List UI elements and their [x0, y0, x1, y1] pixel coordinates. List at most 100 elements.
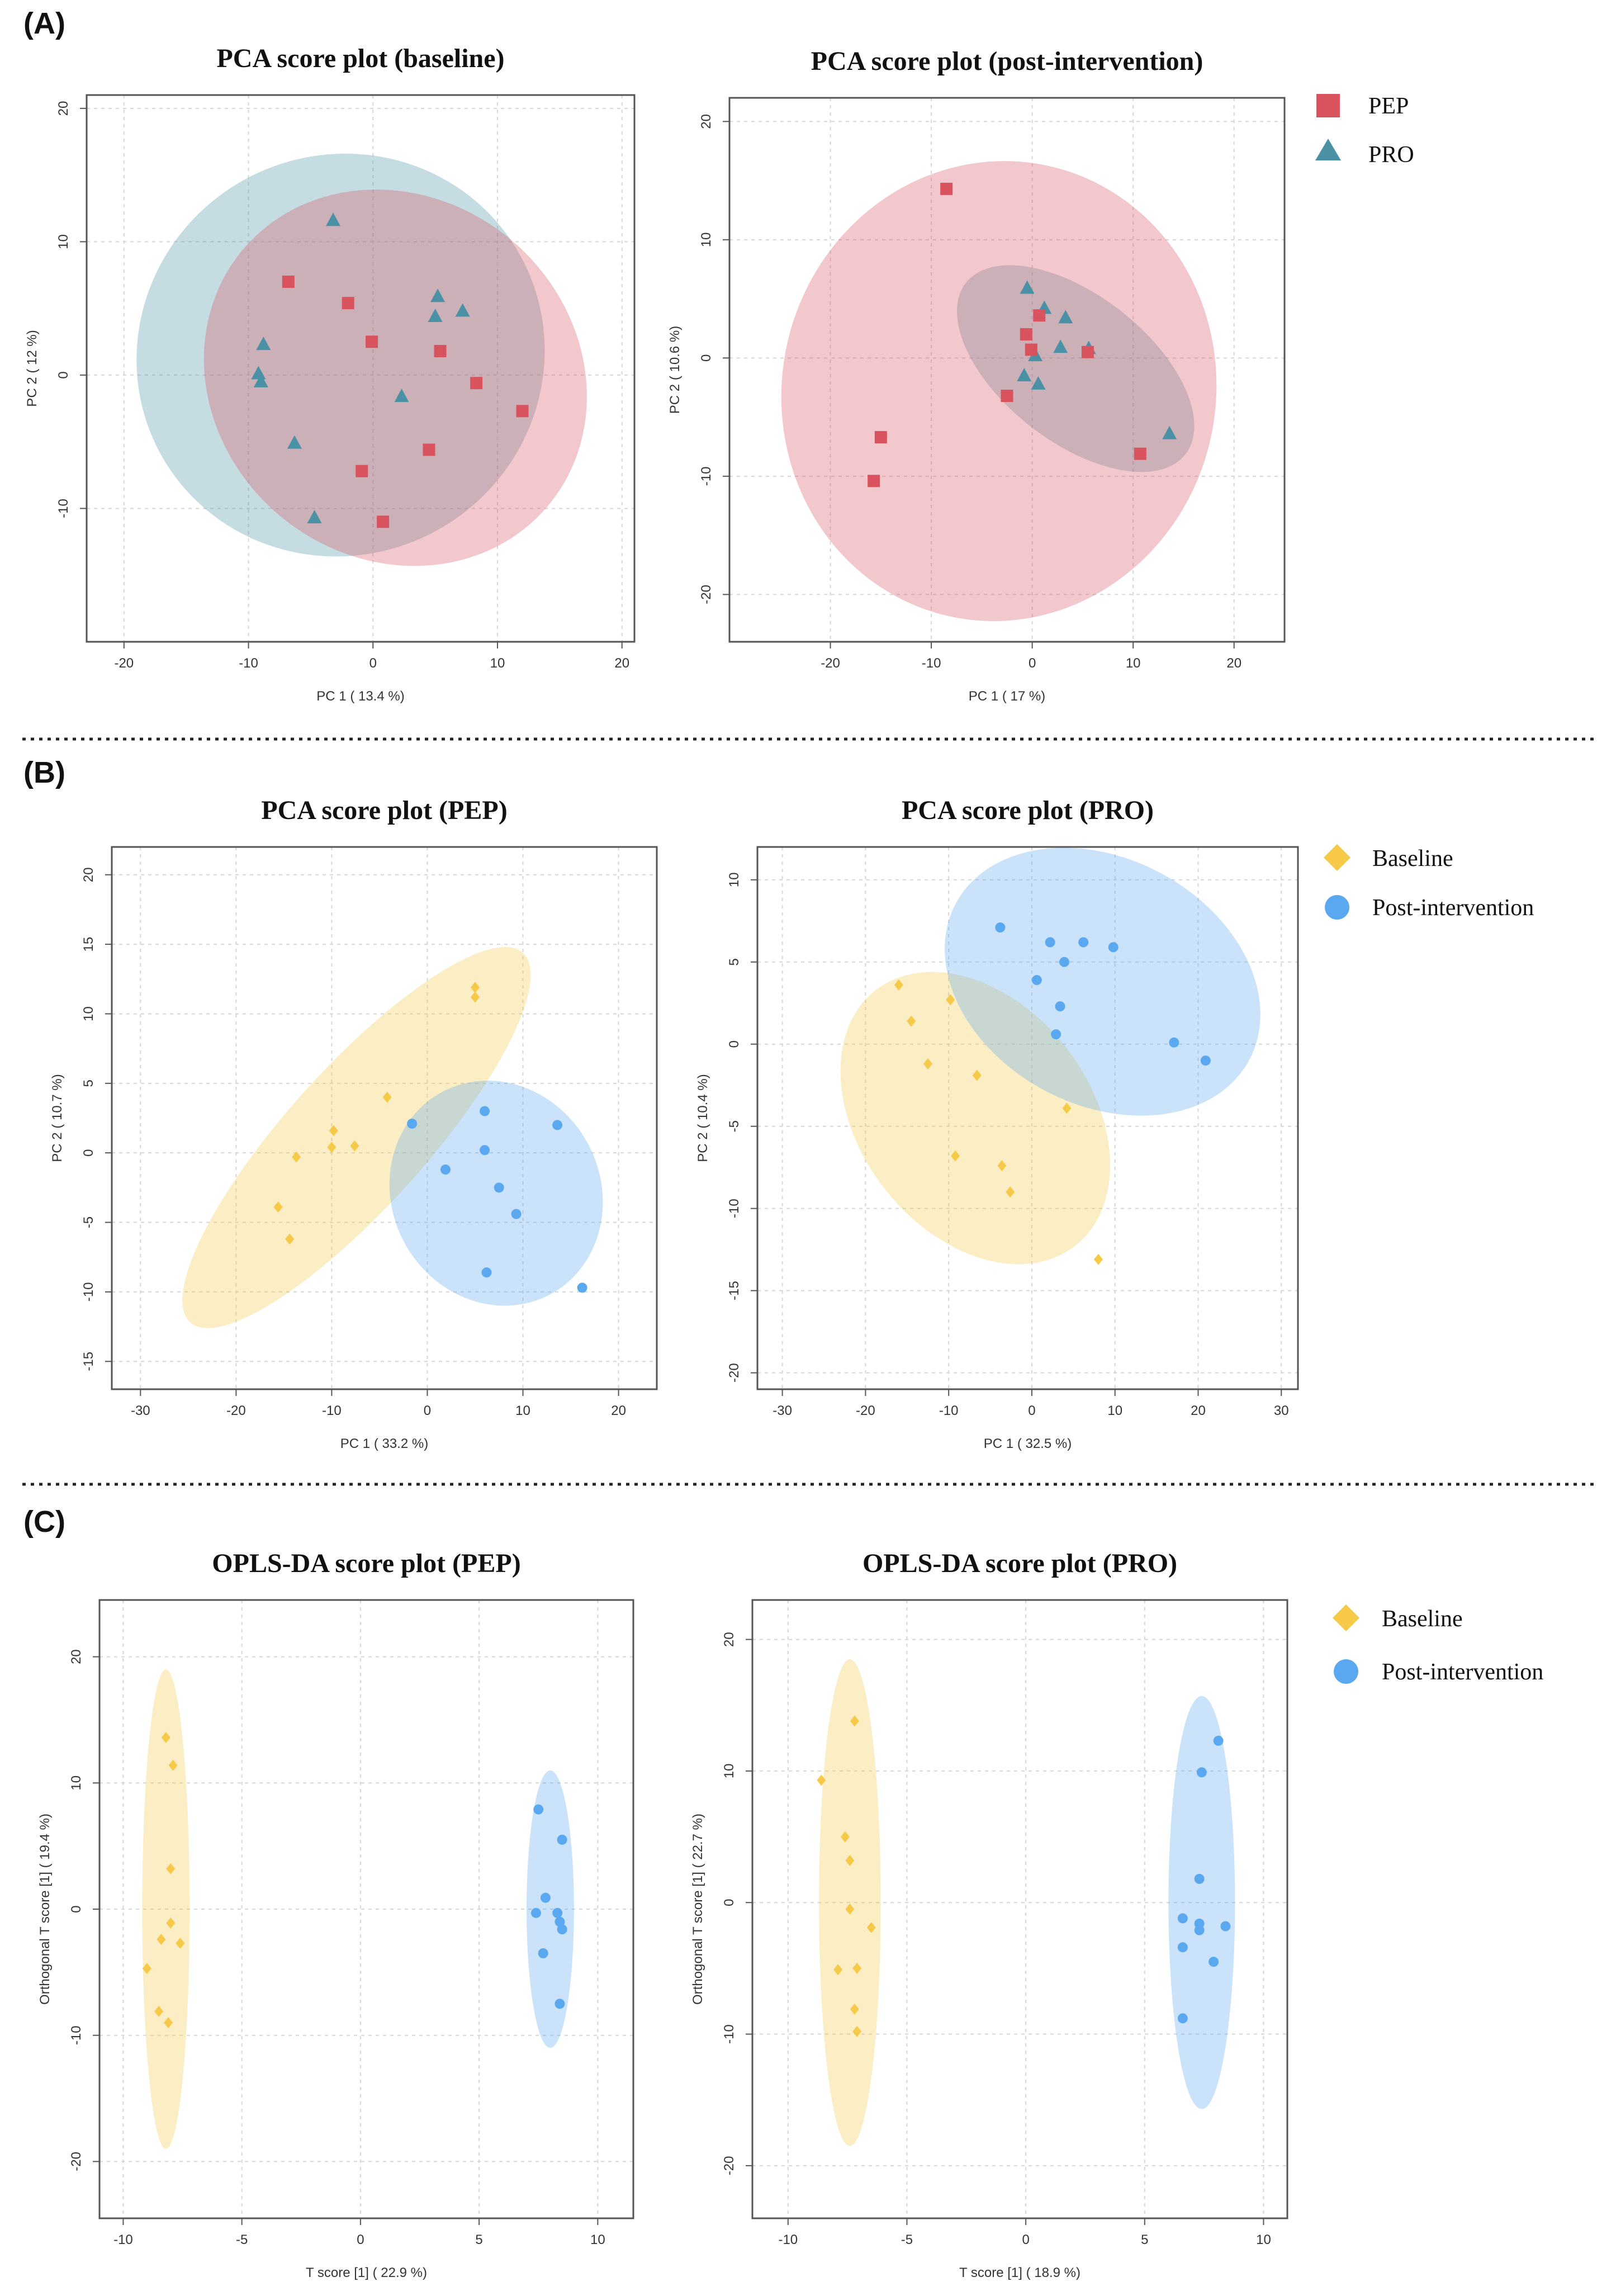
- data-point-baseline: [833, 1964, 843, 1976]
- y-tick-label: 0: [727, 1040, 742, 1048]
- data-point-baseline: [382, 1091, 392, 1103]
- plot-frame: [751, 1599, 1288, 2219]
- data-point-post-intervention: [1177, 1913, 1188, 1924]
- legend-label: Post-intervention: [1382, 1659, 1543, 1685]
- data-point-post-intervention: [1200, 1055, 1211, 1066]
- legend-a: PEP PRO: [1315, 93, 1414, 168]
- y-tick-label: 0: [722, 1899, 737, 1906]
- data-point-post-intervention: [1177, 2013, 1188, 2024]
- confidence-ellipse-pro: [136, 153, 545, 557]
- data-point-pro: [430, 288, 446, 302]
- confidence-ellipse-pep: [781, 161, 1217, 622]
- legend-label: PEP: [1368, 93, 1409, 119]
- x-tick-label: -10: [239, 656, 258, 671]
- data-point-post-intervention: [1194, 1925, 1205, 1935]
- data-point-baseline: [142, 1963, 151, 1975]
- x-axis-label: PC 1 ( 17 %): [969, 689, 1045, 704]
- x-tick-label: 10: [590, 2232, 605, 2247]
- y-axis-label: PC 2 ( 10.6 %): [667, 326, 683, 414]
- data-point-baseline: [907, 1015, 916, 1027]
- plot-frame: [86, 94, 636, 643]
- x-tick-label: 0: [1028, 1403, 1035, 1418]
- data-point-post-intervention: [1177, 1942, 1188, 1953]
- legend-pep-square-marker: [1316, 94, 1340, 117]
- x-axis-label: PC 1 ( 13.4 %): [316, 689, 404, 704]
- data-point-baseline: [471, 991, 480, 1003]
- plot-frame: [111, 846, 658, 1390]
- x-tick-label: 10: [1126, 656, 1141, 671]
- data-point-baseline: [154, 2005, 164, 2017]
- data-point-baseline: [845, 1854, 855, 1866]
- y-tick-label: 20: [56, 101, 71, 116]
- y-tick-label: 10: [69, 1776, 84, 1791]
- x-tick-label: -20: [114, 656, 134, 671]
- data-point-pep: [1134, 447, 1146, 460]
- data-point-baseline: [166, 1917, 176, 1929]
- x-tick-label: 0: [357, 2232, 364, 2247]
- y-tick-label: 10: [722, 1764, 737, 1779]
- x-axis-label: T score [1] ( 22.9 %): [306, 2265, 427, 2280]
- chart-title: PCA score plot (baseline): [216, 44, 504, 73]
- data-point-post-intervention: [1220, 1921, 1231, 1932]
- legend-post-circle-marker: [1325, 895, 1349, 920]
- data-point-baseline: [850, 2003, 859, 2015]
- data-point-post-intervention: [440, 1164, 451, 1175]
- data-point-baseline: [840, 1831, 850, 1843]
- data-point-baseline: [164, 2017, 173, 2029]
- data-point-baseline: [176, 1937, 185, 1949]
- data-point-baseline: [866, 1921, 876, 1933]
- chart-title: OPLS-DA score plot (PRO): [863, 1549, 1177, 1578]
- x-tick-label: 20: [1226, 656, 1241, 671]
- x-tick-label: 30: [1274, 1403, 1289, 1418]
- data-point-pep: [1081, 345, 1094, 358]
- data-point-pro: [256, 337, 271, 351]
- data-point-post-intervention: [1055, 1001, 1065, 1012]
- data-point-post-intervention: [533, 1804, 544, 1815]
- x-tick-label: -5: [236, 2232, 248, 2247]
- data-point-post-intervention: [480, 1106, 490, 1116]
- y-tick-label: -10: [56, 499, 71, 518]
- data-point-baseline: [157, 1934, 166, 1945]
- y-tick-label: 0: [699, 354, 714, 362]
- data-point-baseline: [852, 1962, 862, 1974]
- data-point-post-intervention: [1196, 1767, 1207, 1778]
- data-point-pro: [1020, 280, 1035, 294]
- y-tick-label: 0: [69, 1905, 84, 1912]
- chart-pca-pro: PCA score plot (PRO) -30 -20 -10 0 10 20 30 -20 -…: [695, 796, 1299, 1451]
- confidence-ellipse-post-intervention: [945, 848, 1260, 1116]
- data-point-post-intervention: [552, 1120, 563, 1130]
- x-axis-label: PC 1 ( 32.5 %): [984, 1436, 1072, 1451]
- data-point-post-intervention: [511, 1209, 522, 1219]
- data-point-pep: [423, 443, 435, 456]
- data-point-pro: [1162, 425, 1177, 439]
- data-point-pro: [326, 212, 340, 226]
- legend-label: Post-intervention: [1372, 895, 1534, 921]
- y-tick-label: 0: [56, 371, 71, 378]
- x-tick-label: 20: [1191, 1403, 1206, 1418]
- data-point-post-intervention: [540, 1892, 551, 1903]
- data-point-pro: [287, 435, 302, 449]
- data-point-baseline: [168, 1759, 178, 1771]
- x-tick-label: 20: [611, 1403, 626, 1418]
- y-axis-label: PC 2 ( 12 %): [25, 330, 40, 406]
- data-point-post-intervention: [494, 1182, 504, 1193]
- chart-pca-post-intervention: PCA score plot (post-intervention) -20 -10…: [667, 46, 1286, 704]
- y-tick-label: -20: [722, 2156, 737, 2176]
- chart-oplsda-pro: OPLS-DA score plot (PRO) -10 -5 0 5 10 -20 -10 0…: [690, 1549, 1288, 2280]
- data-point-pep: [1001, 390, 1013, 403]
- data-point-pep: [1033, 309, 1046, 322]
- data-point-pep: [356, 465, 368, 477]
- x-tick-label: -10: [322, 1403, 342, 1418]
- x-tick-label: -20: [821, 656, 840, 671]
- data-point-pep: [377, 515, 390, 528]
- legend-b: Baseline Post-intervention: [1324, 844, 1534, 921]
- legend-label: Baseline: [1372, 846, 1453, 872]
- data-point-post-intervention: [995, 922, 1006, 933]
- y-tick-label: -5: [81, 1216, 96, 1228]
- data-point-pep: [1020, 328, 1032, 341]
- data-point-baseline: [894, 979, 903, 991]
- data-point-post-intervention: [552, 1907, 563, 1918]
- data-point-post-intervention: [538, 1948, 548, 1958]
- y-tick-label: 5: [81, 1080, 96, 1087]
